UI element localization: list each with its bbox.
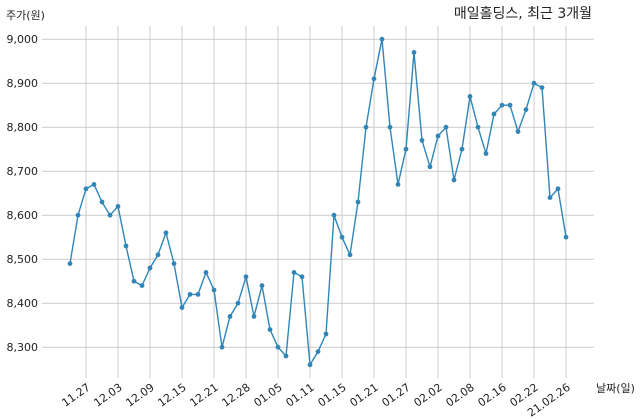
data-point — [539, 85, 545, 90]
y-tick-label: 8,600 — [7, 209, 39, 222]
data-point — [395, 182, 401, 187]
x-tick-label: 11.27 — [59, 381, 92, 410]
y-tick-label: 8,500 — [7, 253, 39, 266]
data-point — [99, 199, 105, 205]
data-point — [211, 287, 217, 293]
data-point — [363, 124, 369, 130]
data-point — [227, 314, 233, 319]
data-point — [139, 283, 145, 288]
data-point — [467, 94, 473, 99]
y-tick-label: 8,800 — [7, 121, 39, 134]
data-point — [555, 186, 561, 192]
data-point — [251, 314, 257, 319]
data-point — [411, 50, 417, 55]
data-point — [475, 124, 481, 130]
data-point — [219, 344, 225, 350]
chart-title: 매일홀딩스, 최근 3개월 — [454, 6, 592, 22]
x-tick-label: 12.09 — [123, 381, 156, 410]
data-point — [75, 212, 81, 218]
data-point — [115, 204, 121, 209]
x-tick-label: 01.05 — [251, 381, 284, 410]
data-point — [499, 102, 505, 108]
data-point — [67, 261, 73, 266]
data-point — [331, 212, 337, 218]
data-point — [531, 80, 537, 86]
data-point — [419, 138, 425, 143]
data-point — [547, 195, 553, 201]
data-point — [443, 124, 449, 130]
y-tick-label: 8,400 — [7, 297, 39, 310]
data-point — [243, 274, 249, 280]
y-axis-label: 주가(원) — [6, 9, 45, 22]
data-point — [203, 270, 209, 275]
data-point — [323, 331, 329, 337]
data-point — [371, 76, 377, 82]
data-point — [299, 274, 305, 280]
x-tick-label: 12.15 — [155, 381, 188, 410]
data-point — [107, 212, 113, 218]
data-point — [171, 261, 177, 266]
data-point — [355, 199, 361, 205]
x-axis-label: 날짜(일) — [596, 381, 635, 395]
data-point — [483, 151, 489, 157]
data-point — [435, 133, 441, 139]
data-point — [83, 186, 89, 192]
data-point — [195, 292, 201, 297]
data-point — [235, 300, 241, 306]
data-point — [179, 305, 185, 310]
data-point — [259, 283, 265, 288]
y-tick-label: 8,700 — [7, 165, 39, 178]
y-tick-label: 8,900 — [7, 77, 39, 90]
y-tick-label: 9,000 — [7, 33, 39, 46]
data-point — [459, 146, 465, 152]
data-point — [387, 124, 393, 130]
data-point — [131, 278, 137, 284]
data-point — [163, 230, 169, 236]
data-point — [403, 146, 409, 152]
x-tick-label: 01.21 — [347, 381, 380, 410]
data-point — [451, 177, 457, 183]
data-point — [291, 270, 297, 275]
y-tick-label: 8,300 — [7, 341, 39, 354]
data-point — [187, 292, 193, 297]
data-point — [515, 129, 521, 135]
x-tick-label: 01.27 — [379, 381, 412, 410]
x-tick-label: 02.02 — [411, 381, 444, 410]
data-point — [427, 164, 433, 170]
data-point — [91, 182, 97, 187]
data-point — [123, 243, 129, 249]
series-layer — [67, 36, 569, 368]
data-point — [147, 265, 153, 271]
x-tick-label: 01.15 — [315, 381, 348, 410]
data-point — [155, 252, 161, 258]
x-tick-label: 02.16 — [475, 381, 508, 410]
data-point — [563, 234, 569, 240]
data-point — [339, 234, 345, 240]
data-point — [267, 327, 273, 332]
x-tick-label: 12.21 — [187, 381, 220, 410]
data-point — [347, 252, 353, 258]
data-point — [491, 111, 497, 117]
price-series-line — [69, 38, 567, 366]
x-tick-label: 02.08 — [443, 381, 476, 410]
x-tick-label: 01.11 — [283, 381, 316, 410]
data-point — [307, 362, 313, 368]
data-point — [275, 344, 281, 350]
grid-layer — [42, 26, 594, 378]
x-tick-label: 12.28 — [219, 381, 252, 410]
x-tick-label: 12.03 — [91, 381, 124, 410]
data-point — [315, 349, 321, 354]
axis-layer: 8,300 8,400 8,500 8,600 8,700 8,800 8,900 9,000… — [7, 33, 573, 419]
data-point — [523, 107, 529, 112]
data-point — [507, 102, 513, 108]
data-point — [379, 36, 385, 42]
data-point — [283, 353, 289, 359]
